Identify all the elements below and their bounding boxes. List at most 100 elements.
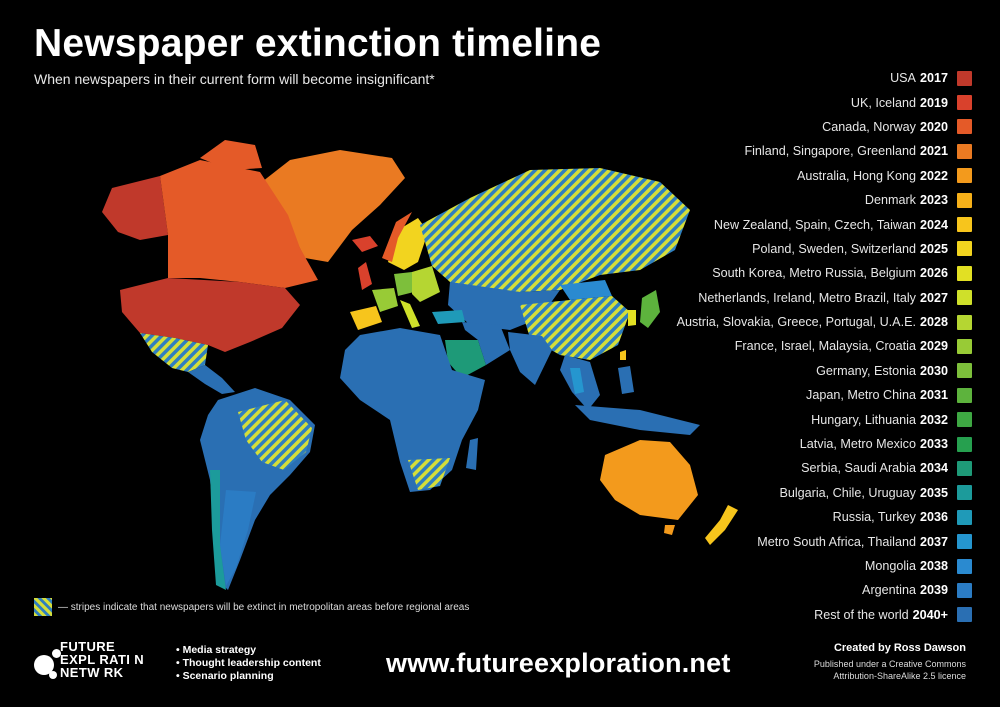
legend-swatch [957,363,972,379]
legend-swatch [957,534,972,550]
legend-year: 2030 [919,363,948,378]
region-spain [350,306,382,330]
legend-swatch [957,265,972,281]
legend-row: Rest of the world 2040+ [502,603,972,627]
legend-year: 2022 [919,168,948,183]
legend-label: Latvia, Metro Mexico [799,437,916,452]
credit-block: Created by Ross Dawson Published under a… [814,642,966,682]
legend-year: 2021 [919,144,948,159]
legend-year: 2036 [919,510,948,525]
services-list: • Media strategy • Thought leadership co… [176,644,321,683]
region-australia [600,440,698,520]
region-russia [420,168,690,292]
legend-year: 2039 [919,583,948,598]
region-brazil [238,400,312,470]
legend-swatch [957,338,972,354]
legend-year: 2020 [919,119,948,134]
region-turkey [432,310,465,324]
stripe-note: — stripes indicate that newspapers will … [34,598,469,616]
region-canada-islands [200,140,262,170]
region-alaska [102,176,168,240]
legend-label: Denmark [864,193,916,208]
region-germany [394,272,414,296]
region-taiwan [620,350,626,360]
legend-row: Mongolia 2038 [502,554,972,578]
region-mongolia [560,280,612,300]
page-title: Newspaper extinction timeline [34,22,602,65]
region-philippines [618,366,634,394]
legend-label: Finland, Singapore, Greenland [744,144,916,159]
legend-swatch [957,95,972,111]
stripe-swatch [34,598,52,616]
region-thailand [570,368,584,394]
region-central-america [188,365,235,394]
region-east-europe [412,266,440,302]
legend-year: 2026 [919,266,948,281]
legend-year: 2040+ [912,607,948,622]
legend-label: UK, Iceland [850,95,916,110]
region-africa [340,328,485,492]
legend-swatch [957,509,972,525]
legend-year: 2023 [919,193,948,208]
legend-year: 2027 [919,290,948,305]
legend-label: Mongolia [864,559,916,573]
legend-swatch [957,119,972,135]
legend-label: Canada, Norway [822,119,916,134]
legend-label: Austria, Slovakia, Greece, Portugal, U.A… [676,315,916,330]
region-new-zealand [705,505,738,545]
legend-year: 2028 [919,315,948,330]
legend-year: 2033 [919,437,948,452]
legend-year: 2037 [919,534,948,549]
license-line-2: Attribution-ShareAlike 2.5 licence [833,671,966,681]
legend-year: 2024 [919,217,948,232]
legend-label: Netherlands, Ireland, Metro Brazil, Ital… [698,290,916,305]
legend-label: France, Israel, Malaysia, Croatia [734,339,916,354]
region-tasmania [664,525,675,535]
region-japan [640,290,660,328]
region-india [508,332,552,385]
legend-swatch [957,290,972,306]
legend-row: Serbia, Saudi Arabia 2034 [502,456,972,480]
legend-row: France, Israel, Malaysia, Croatia 2029 [502,334,972,358]
legend-year: 2035 [919,485,948,500]
service-item: • Scenario planning [176,670,274,682]
legend-swatch [957,412,972,428]
legend-label: Russia, Turkey [832,510,916,525]
legend-row: Canada, Norway 2020 [502,115,972,139]
legend-swatch [957,192,972,208]
legend-year: 2025 [919,241,948,256]
legend-row: Hungary, Lithuania 2032 [502,407,972,431]
region-mexico [140,333,208,372]
region-madagascar [466,438,478,470]
service-item: • Thought leadership content [176,657,321,669]
legend-swatch [957,485,972,501]
legend-swatch [957,582,972,598]
legend-row: USA 2017 [502,66,972,90]
legend-year: 2034 [919,461,948,476]
region-saudi-arabia [445,340,486,378]
legend-year: 2038 [919,559,948,573]
legend-label: Metro South Africa, Thailand [757,534,916,549]
logo-text: FUTURE EXPL RATI N NETW RK [60,639,145,680]
legend-label: Rest of the world [814,607,909,622]
region-south-africa [408,458,450,490]
legend-label: Serbia, Saudi Arabia [801,461,916,476]
legend-swatch [957,168,972,184]
region-chile [210,470,226,590]
website-link[interactable]: www.futureexploration.net [386,648,731,678]
legend-label: New Zealand, Spain, Czech, Taiwan [713,217,916,232]
region-indonesia [575,405,700,435]
region-norway [382,212,412,262]
legend-label: Japan, Metro China [806,388,916,403]
legend-row: Argentina 2039 [502,578,972,602]
legend-row: Australia, Hong Kong 2022 [502,164,972,188]
legend-row: Metro South Africa, Thailand 2037 [502,529,972,553]
legend-row: New Zealand, Spain, Czech, Taiwan 2024 [502,212,972,236]
legend-swatch [957,460,972,476]
legend-row: Japan, Metro China 2031 [502,383,972,407]
legend-swatch [957,387,972,403]
legend-row: Austria, Slovakia, Greece, Portugal, U.A… [502,310,972,334]
legend-year: 2031 [919,388,948,403]
legend-row: UK, Iceland 2019 [502,90,972,114]
page-subtitle: When newspapers in their current form wi… [34,71,435,87]
